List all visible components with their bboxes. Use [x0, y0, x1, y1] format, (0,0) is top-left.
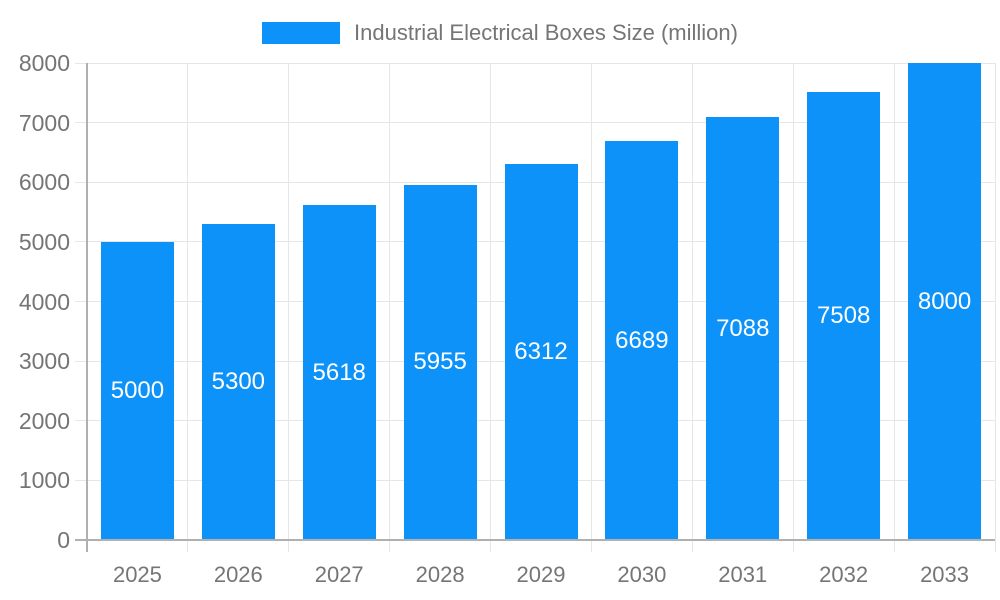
- bar-value-label: 6689: [615, 326, 669, 354]
- x-gridline: [490, 63, 492, 552]
- bar-value-label: 7088: [716, 314, 770, 342]
- bar: [504, 163, 578, 540]
- bar-value-label: 5955: [413, 348, 467, 376]
- x-tick-label: 2025: [112, 562, 162, 587]
- chart-legend: Industrial Electrical Boxes Size (millio…: [0, 20, 1000, 46]
- bar: [201, 223, 275, 540]
- y-tick-label: 4000: [18, 288, 70, 315]
- y-tick-label: 6000: [18, 169, 70, 196]
- legend-label: Industrial Electrical Boxes Size (millio…: [354, 20, 738, 45]
- bar: [100, 241, 174, 540]
- bar-value-label: 8000: [917, 287, 972, 315]
- x-gridline: [893, 63, 895, 552]
- x-tick-label: 2028: [415, 562, 465, 587]
- y-tick-label: 8000: [18, 50, 70, 76]
- x-tick-label: 2026: [213, 562, 263, 587]
- bar: [605, 141, 679, 540]
- bar-value-label: 7508: [816, 302, 871, 330]
- bar: [706, 117, 780, 540]
- y-axis-line: [86, 63, 88, 552]
- x-gridline: [590, 63, 592, 552]
- legend-swatch: [262, 22, 341, 44]
- x-gridline: [187, 63, 189, 552]
- bar-value-label: 6312: [514, 337, 568, 365]
- y-tick-label: 1000: [18, 467, 70, 494]
- y-tick-label: 3000: [18, 348, 70, 375]
- x-tick-label: 2032: [819, 562, 869, 587]
- y-tick-label: 2000: [18, 407, 70, 434]
- x-gridline: [691, 63, 693, 552]
- x-tick-label: 2031: [718, 562, 768, 587]
- y-tick-label: 7000: [18, 109, 70, 136]
- bar: [807, 92, 881, 540]
- x-tick-label: 2030: [617, 562, 667, 587]
- y-tick-label: 0: [57, 527, 70, 553]
- x-gridline: [288, 63, 290, 552]
- x-gridline: [389, 63, 391, 552]
- bar: [403, 184, 477, 540]
- x-tick-label: 2033: [920, 562, 970, 587]
- y-tick-label: 5000: [18, 228, 70, 255]
- x-axis-baseline: [75, 539, 995, 541]
- x-gridline: [994, 63, 996, 552]
- x-gridline: [792, 63, 794, 552]
- bar-value-label: 5300: [211, 367, 266, 395]
- y-gridline: [75, 122, 995, 124]
- x-tick-label: 2029: [516, 562, 566, 587]
- bar-value-label: 5000: [110, 376, 165, 404]
- bar: [302, 205, 376, 540]
- x-tick-label: 2027: [314, 562, 364, 587]
- bar-value-label: 5618: [312, 358, 366, 386]
- y-gridline: [75, 62, 995, 64]
- bar: [908, 63, 982, 540]
